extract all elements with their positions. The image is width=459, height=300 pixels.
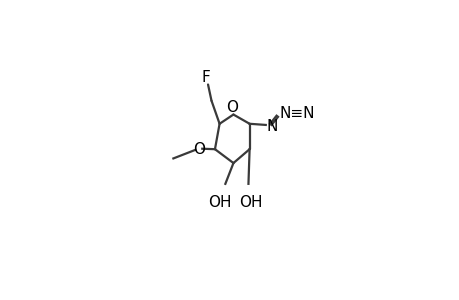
Text: N: N [266, 118, 278, 134]
Text: F: F [201, 70, 210, 85]
Text: OH: OH [207, 195, 231, 210]
Text: N≡N: N≡N [279, 106, 314, 121]
Text: O: O [192, 142, 204, 157]
Text: O: O [226, 100, 238, 115]
Text: OH: OH [239, 195, 262, 210]
